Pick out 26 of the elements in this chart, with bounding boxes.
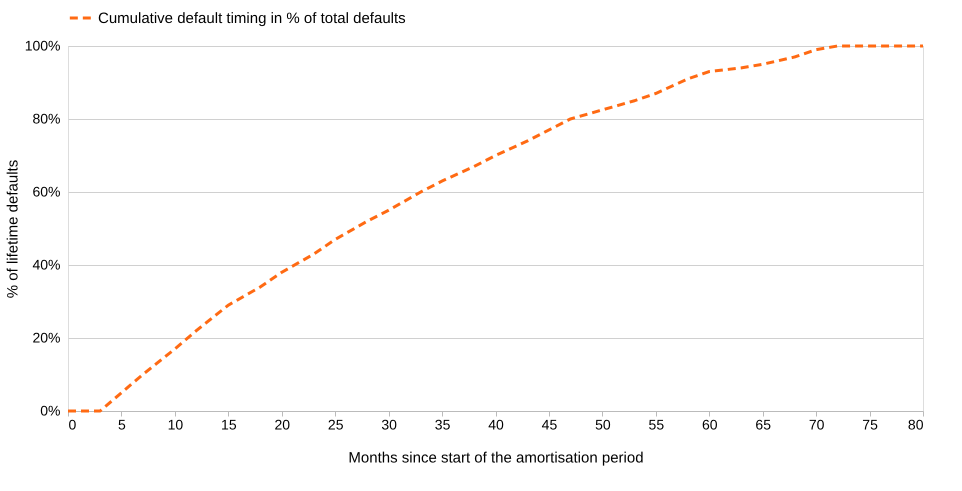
x-tick-label: 15 [221,416,237,432]
y-tick-label: 80% [32,110,60,126]
x-tick-label: 0 [68,416,76,432]
x-tick-label: 65 [755,416,772,432]
x-tick-label: 35 [434,416,451,432]
x-tick-label: 50 [595,416,611,432]
x-tick-label: 45 [542,416,558,432]
x-tick-label: 75 [862,416,878,432]
x-tick-label: 80 [908,416,924,432]
y-axis-title: % of lifetime defaults [4,160,22,298]
y-tick-label: 40% [32,256,60,272]
x-tick-label: 20 [274,416,290,432]
y-tick-label: 100% [24,38,60,54]
y-tick-label: 20% [32,330,60,346]
y-tick-label: 60% [32,184,60,200]
x-tick-label: 55 [648,416,664,432]
x-tick-label: 70 [808,416,825,432]
y-tick-label: 0% [40,402,60,418]
x-tick-label: 25 [328,416,344,432]
x-tick-label: 10 [168,416,184,432]
x-tick-label: 60 [702,416,718,432]
x-tick-label: 40 [488,416,504,432]
x-tick-label: 5 [118,416,126,432]
x-axis-title: Months since start of the amortisation period [348,450,644,466]
legend-label: Cumulative default timing in % of total defaults [98,10,406,27]
x-tick-label: 30 [381,416,398,432]
